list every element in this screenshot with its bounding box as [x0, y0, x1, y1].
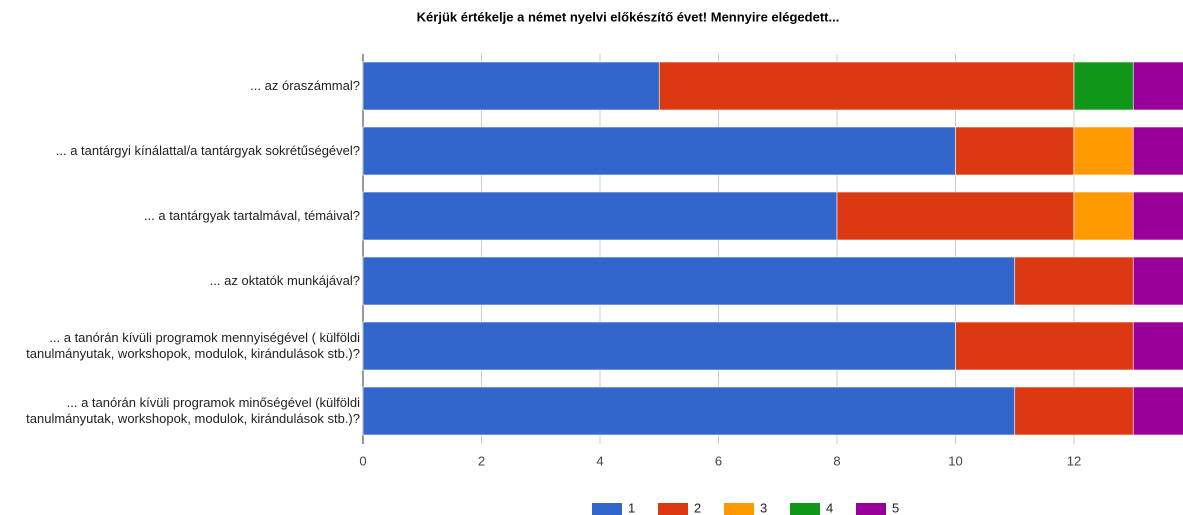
legend-label: 5 [892, 500, 899, 515]
legend-swatch [592, 503, 622, 515]
bar-segment [1014, 386, 1134, 436]
legend-swatch [724, 503, 754, 515]
y-tick-label: ... a tanórán kívüli programok mennyiség… [26, 330, 360, 361]
bar-segment [1132, 191, 1183, 241]
bar-segment [1132, 386, 1183, 436]
bar-segment [955, 321, 1134, 371]
legend-label: 3 [760, 500, 767, 515]
y-tick-label: ... a tantárgyak tartalmával, témáival? [143, 208, 360, 223]
chart-title: Kérjük értékelje a német nyelvi előkészí… [417, 9, 840, 24]
legend-swatch [658, 503, 688, 515]
bar-segment [362, 126, 956, 176]
x-tick-label: 2 [478, 453, 485, 468]
y-tick-label: ... az oktatók munkájával? [209, 273, 360, 288]
bar-segment [1132, 126, 1183, 176]
bar-segment [362, 321, 956, 371]
legend-swatch [790, 503, 820, 515]
bar-segment [1073, 191, 1134, 241]
x-tick-label: 12 [1067, 453, 1081, 468]
bar-segment [1073, 61, 1134, 111]
y-tick-label: ... a tanórán kívüli programok minőségév… [26, 395, 360, 426]
x-tick-label: 10 [948, 453, 962, 468]
legend-swatch [856, 503, 886, 515]
bar-segment [955, 126, 1075, 176]
bar-segment [362, 191, 838, 241]
legend-label: 2 [694, 500, 701, 515]
bar-segment [1014, 256, 1134, 306]
x-tick-label: 0 [359, 453, 366, 468]
y-tick-label: ... a tantárgyi kínálattal/a tantárgyak … [55, 143, 360, 158]
bar-segment [658, 61, 1075, 111]
bar-segment [362, 256, 1016, 306]
bar-segment [1132, 256, 1183, 306]
y-tick-label: ... az óraszámmal? [250, 78, 360, 93]
bar-segment [836, 191, 1075, 241]
legend-label: 1 [628, 500, 635, 515]
legend-label: 4 [826, 500, 833, 515]
bar-segment [1073, 126, 1134, 176]
x-tick-label: 8 [833, 453, 840, 468]
bar-segment [362, 61, 660, 111]
bar-segment [362, 386, 1016, 436]
x-tick-label: 6 [715, 453, 722, 468]
bar-segment [1132, 61, 1183, 111]
x-tick-label: 4 [596, 453, 603, 468]
bar-segment [1132, 321, 1183, 371]
